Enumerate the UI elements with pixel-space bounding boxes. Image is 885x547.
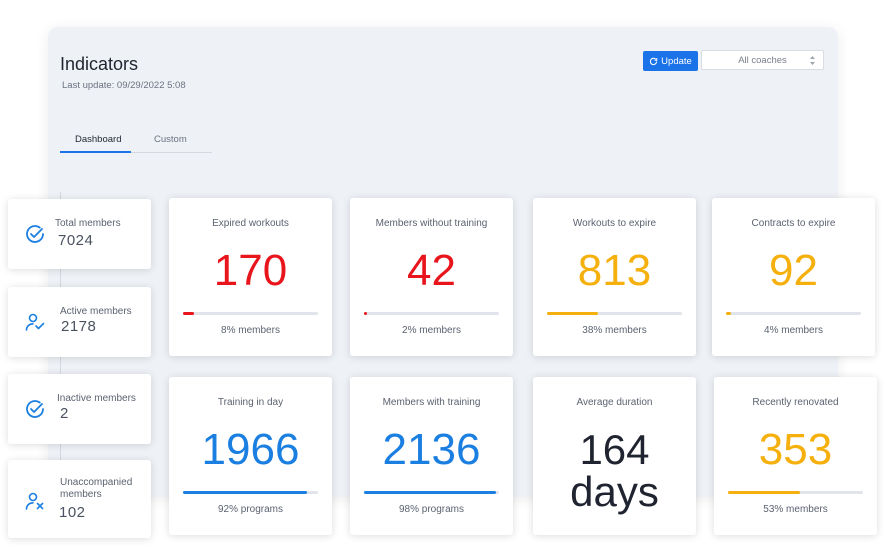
kpi-progress-fill <box>728 491 800 494</box>
stat-card-active-members: Active members 2178 <box>8 287 151 357</box>
kpi-value: 813 <box>577 246 652 295</box>
stat-card-total-members: Total members 7024 <box>8 199 151 269</box>
kpi-footer: 53% members <box>763 504 828 515</box>
last-update-text: Last update: 09/29/2022 5:08 <box>62 80 186 91</box>
kpi-value: 353 <box>758 425 833 474</box>
tab-custom[interactable]: Custom <box>154 134 187 145</box>
kpi-progress-fill <box>183 312 194 315</box>
coach-select-value: All coaches <box>738 54 787 66</box>
kpi-footer: 92% programs <box>217 504 284 515</box>
kpi-label: Workouts to expire <box>572 218 657 229</box>
stat-value: 7024 <box>58 232 94 249</box>
kpi-card-training-in-day: Training in day 1966 92% programs <box>169 377 332 535</box>
kpi-progress-fill <box>364 312 367 315</box>
kpi-label: Average duration <box>576 397 653 408</box>
kpi-progress-fill <box>547 312 599 315</box>
user-x-icon <box>25 492 44 510</box>
kpi-card-workouts-to-expire: Workouts to expire 813 38% members <box>533 198 696 356</box>
kpi-label: Contracts to expire <box>751 218 836 229</box>
kpi-card-members-without-training: Members without training 42 2% members <box>350 198 513 356</box>
stat-value: 2178 <box>61 318 97 335</box>
stat-label: Inactive members <box>57 393 136 404</box>
kpi-label: Training in day <box>217 397 284 408</box>
kpi-card-expired-workouts: Expired workouts 170 8% members <box>169 198 332 356</box>
kpi-value: 42 <box>407 246 456 295</box>
kpi-footer: 2% members <box>402 325 461 336</box>
kpi-card-contracts-to-expire: Contracts to expire 92 4% members <box>712 198 875 356</box>
stat-label: Total members <box>55 218 121 229</box>
check-circle-icon <box>26 225 44 243</box>
stat-label: Unaccompanied members <box>60 477 133 500</box>
kpi-progress-fill <box>364 491 497 494</box>
tab-active-indicator <box>60 151 131 153</box>
kpi-progress-bar <box>726 312 861 315</box>
kpi-value: 92 <box>769 246 818 295</box>
kpi-value-number: 164 <box>579 426 650 473</box>
kpi-label: Members without training <box>375 218 488 229</box>
kpi-card-members-with-training: Members with training 2136 98% programs <box>350 377 513 535</box>
kpi-value-unit: days <box>570 468 659 515</box>
update-button[interactable]: Update <box>643 51 698 71</box>
kpi-footer: 38% members <box>582 325 647 336</box>
kpi-label: Members with training <box>382 397 481 408</box>
kpi-value: 170 <box>213 246 288 295</box>
stat-value: 102 <box>59 504 86 521</box>
kpi-footer: 8% members <box>221 325 280 336</box>
tab-divider <box>60 152 212 153</box>
refresh-icon <box>649 57 658 65</box>
kpi-value: 2136 <box>382 425 481 474</box>
kpi-progress-bar <box>547 312 682 315</box>
kpi-progress-fill <box>183 491 308 494</box>
kpi-label: Recently renovated <box>752 397 839 408</box>
select-arrows-icon <box>810 56 815 65</box>
kpi-progress-bar <box>364 491 499 494</box>
kpi-footer: 98% programs <box>398 504 465 515</box>
kpi-footer: 4% members <box>764 325 823 336</box>
kpi-value: 1966 <box>201 425 300 474</box>
update-button-label: Update <box>661 55 692 67</box>
kpi-label: Expired workouts <box>212 218 289 229</box>
tab-dashboard[interactable]: Dashboard <box>75 134 122 145</box>
kpi-progress-bar <box>728 491 863 494</box>
kpi-card-recently-renovated: Recently renovated 353 53% members <box>714 377 877 535</box>
stat-card-inactive-members: Inactive members 2 <box>8 374 151 444</box>
stat-value: 2 <box>60 405 69 422</box>
kpi-progress-bar <box>183 491 318 494</box>
coach-select[interactable]: All coaches <box>701 50 824 70</box>
kpi-card-average-duration: Average duration 164 days <box>533 377 696 535</box>
user-check-icon <box>25 313 45 331</box>
stat-label: Active members <box>60 306 132 317</box>
stat-card-unaccompanied-members: Unaccompanied members 102 <box>8 460 151 538</box>
page-title: Indicators <box>60 54 139 74</box>
kpi-progress-bar <box>364 312 499 315</box>
kpi-progress-bar <box>183 312 318 315</box>
kpi-progress-fill <box>726 312 732 315</box>
kpi-value: 164 days <box>533 429 696 513</box>
check-circle-icon <box>26 400 44 418</box>
